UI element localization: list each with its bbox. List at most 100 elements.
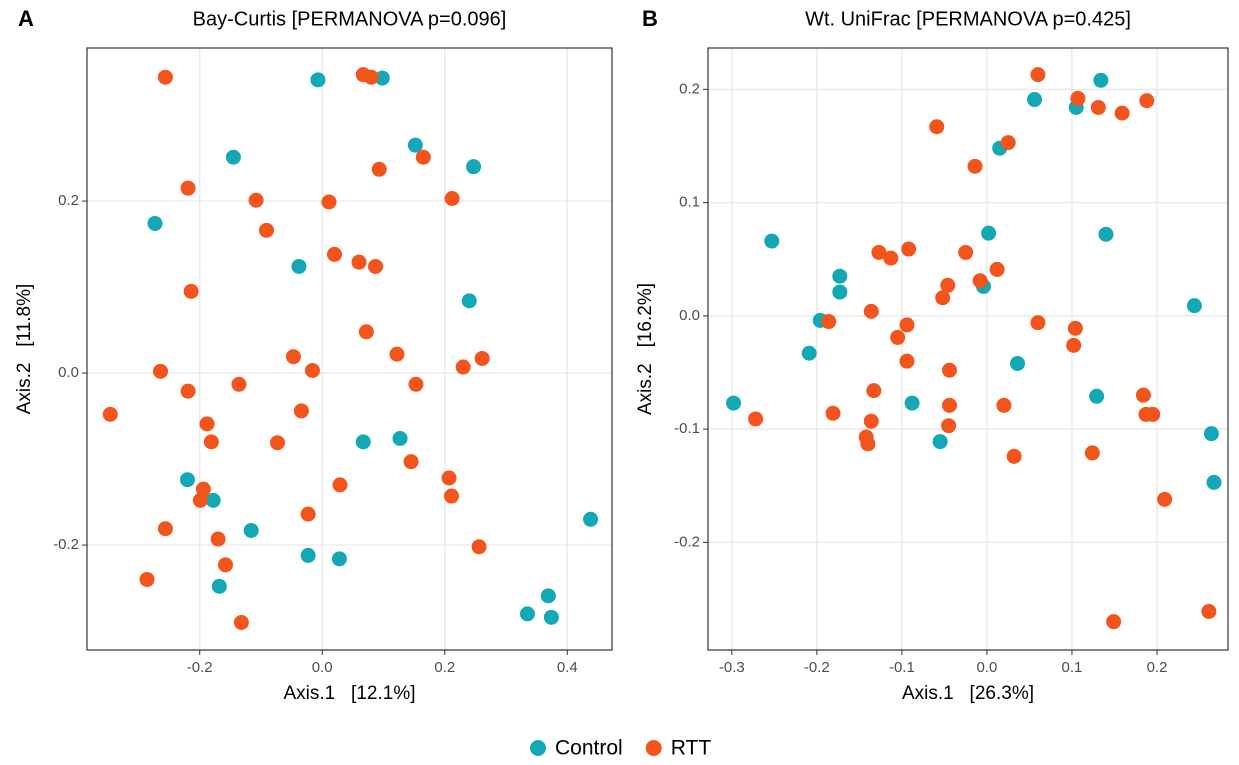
point bbox=[157, 521, 173, 537]
panel-label: B bbox=[642, 6, 658, 31]
point bbox=[211, 578, 227, 594]
point bbox=[748, 411, 764, 427]
point bbox=[285, 349, 301, 365]
point bbox=[1006, 448, 1022, 464]
y-tick-label: -0.2 bbox=[53, 536, 79, 553]
point bbox=[726, 395, 742, 411]
point bbox=[941, 418, 957, 434]
point bbox=[180, 383, 196, 399]
point bbox=[293, 403, 309, 419]
point bbox=[326, 246, 342, 262]
point bbox=[967, 158, 983, 174]
point bbox=[243, 522, 259, 538]
x-axis-title: Axis.1 [12.1%] bbox=[283, 683, 415, 704]
point bbox=[331, 551, 347, 567]
y-axis-title: Axis.2 [11.8%] bbox=[14, 284, 35, 415]
point bbox=[932, 434, 948, 450]
point bbox=[1067, 320, 1083, 336]
plot-background bbox=[708, 48, 1228, 650]
point bbox=[866, 383, 882, 399]
point bbox=[1000, 135, 1016, 151]
point bbox=[863, 413, 879, 429]
panel: -0.2 0.0 0.2 0.4 -0.2 0.0 0.2 Bay-Curtis [PERMA… bbox=[14, 6, 613, 704]
y-tick-label: 0.1 bbox=[679, 194, 700, 211]
point bbox=[540, 588, 556, 604]
point bbox=[519, 606, 535, 622]
point bbox=[825, 405, 841, 421]
point bbox=[821, 314, 837, 330]
point bbox=[929, 119, 945, 135]
point bbox=[392, 430, 408, 446]
point bbox=[1206, 474, 1222, 490]
point bbox=[180, 180, 196, 196]
point bbox=[871, 244, 887, 260]
point bbox=[443, 488, 459, 504]
point bbox=[139, 571, 155, 587]
point bbox=[883, 250, 899, 266]
point bbox=[233, 614, 249, 630]
point bbox=[179, 472, 195, 488]
point bbox=[890, 329, 906, 345]
point bbox=[989, 261, 1005, 277]
y-tick-label: -0.1 bbox=[674, 420, 700, 437]
panel-label: A bbox=[18, 6, 34, 31]
point bbox=[371, 161, 387, 177]
point bbox=[444, 191, 460, 206]
point bbox=[901, 241, 917, 257]
point bbox=[832, 268, 848, 284]
x-tick-label: -0.1 bbox=[889, 659, 915, 676]
point bbox=[1070, 90, 1086, 106]
point bbox=[1135, 387, 1151, 403]
point bbox=[291, 258, 307, 274]
point bbox=[863, 303, 879, 319]
point bbox=[203, 434, 219, 450]
y-tick-label: 0.0 bbox=[58, 364, 79, 381]
legend: Control RTT bbox=[530, 737, 711, 760]
point bbox=[1030, 315, 1046, 331]
point bbox=[205, 492, 221, 508]
legend-label: Control bbox=[555, 737, 623, 760]
point bbox=[1186, 298, 1202, 314]
point bbox=[1203, 426, 1219, 442]
point bbox=[1010, 355, 1026, 371]
point bbox=[1089, 388, 1105, 404]
point bbox=[940, 277, 956, 293]
point bbox=[1090, 99, 1106, 115]
legend-key bbox=[645, 740, 662, 756]
x-axis-title: Axis.1 [26.3%] bbox=[902, 683, 1034, 704]
point bbox=[1098, 226, 1114, 242]
point bbox=[351, 254, 367, 270]
point bbox=[300, 506, 316, 522]
x-tick-label: -0.2 bbox=[804, 659, 830, 676]
point bbox=[310, 72, 326, 88]
point bbox=[102, 406, 118, 422]
point bbox=[1093, 72, 1109, 88]
point bbox=[474, 350, 490, 366]
x-tick-label: 0.4 bbox=[557, 659, 578, 676]
point bbox=[904, 395, 920, 411]
point bbox=[801, 345, 817, 361]
point bbox=[408, 376, 424, 392]
chart-title: Wt. UniFrac [PERMANOVA p=0.425] bbox=[805, 8, 1131, 30]
point bbox=[231, 376, 247, 392]
point bbox=[899, 317, 915, 333]
point bbox=[183, 283, 199, 299]
point bbox=[461, 293, 477, 309]
point bbox=[389, 346, 405, 362]
x-tick-label: -0.2 bbox=[187, 659, 213, 676]
chart-title: Bay-Curtis [PERMANOVA p=0.096] bbox=[193, 8, 507, 30]
legend-key bbox=[530, 740, 546, 756]
point bbox=[217, 557, 233, 573]
point bbox=[543, 609, 559, 625]
point bbox=[1027, 92, 1043, 108]
point bbox=[1157, 491, 1173, 507]
plot-border bbox=[86, 47, 613, 651]
point bbox=[258, 222, 274, 238]
y-axis-title: Axis.2 [16.2%] bbox=[635, 283, 656, 415]
point bbox=[147, 215, 163, 231]
x-tick-label: 0.1 bbox=[1062, 659, 1083, 676]
point bbox=[455, 359, 471, 375]
point bbox=[153, 363, 169, 379]
point bbox=[1084, 445, 1100, 461]
